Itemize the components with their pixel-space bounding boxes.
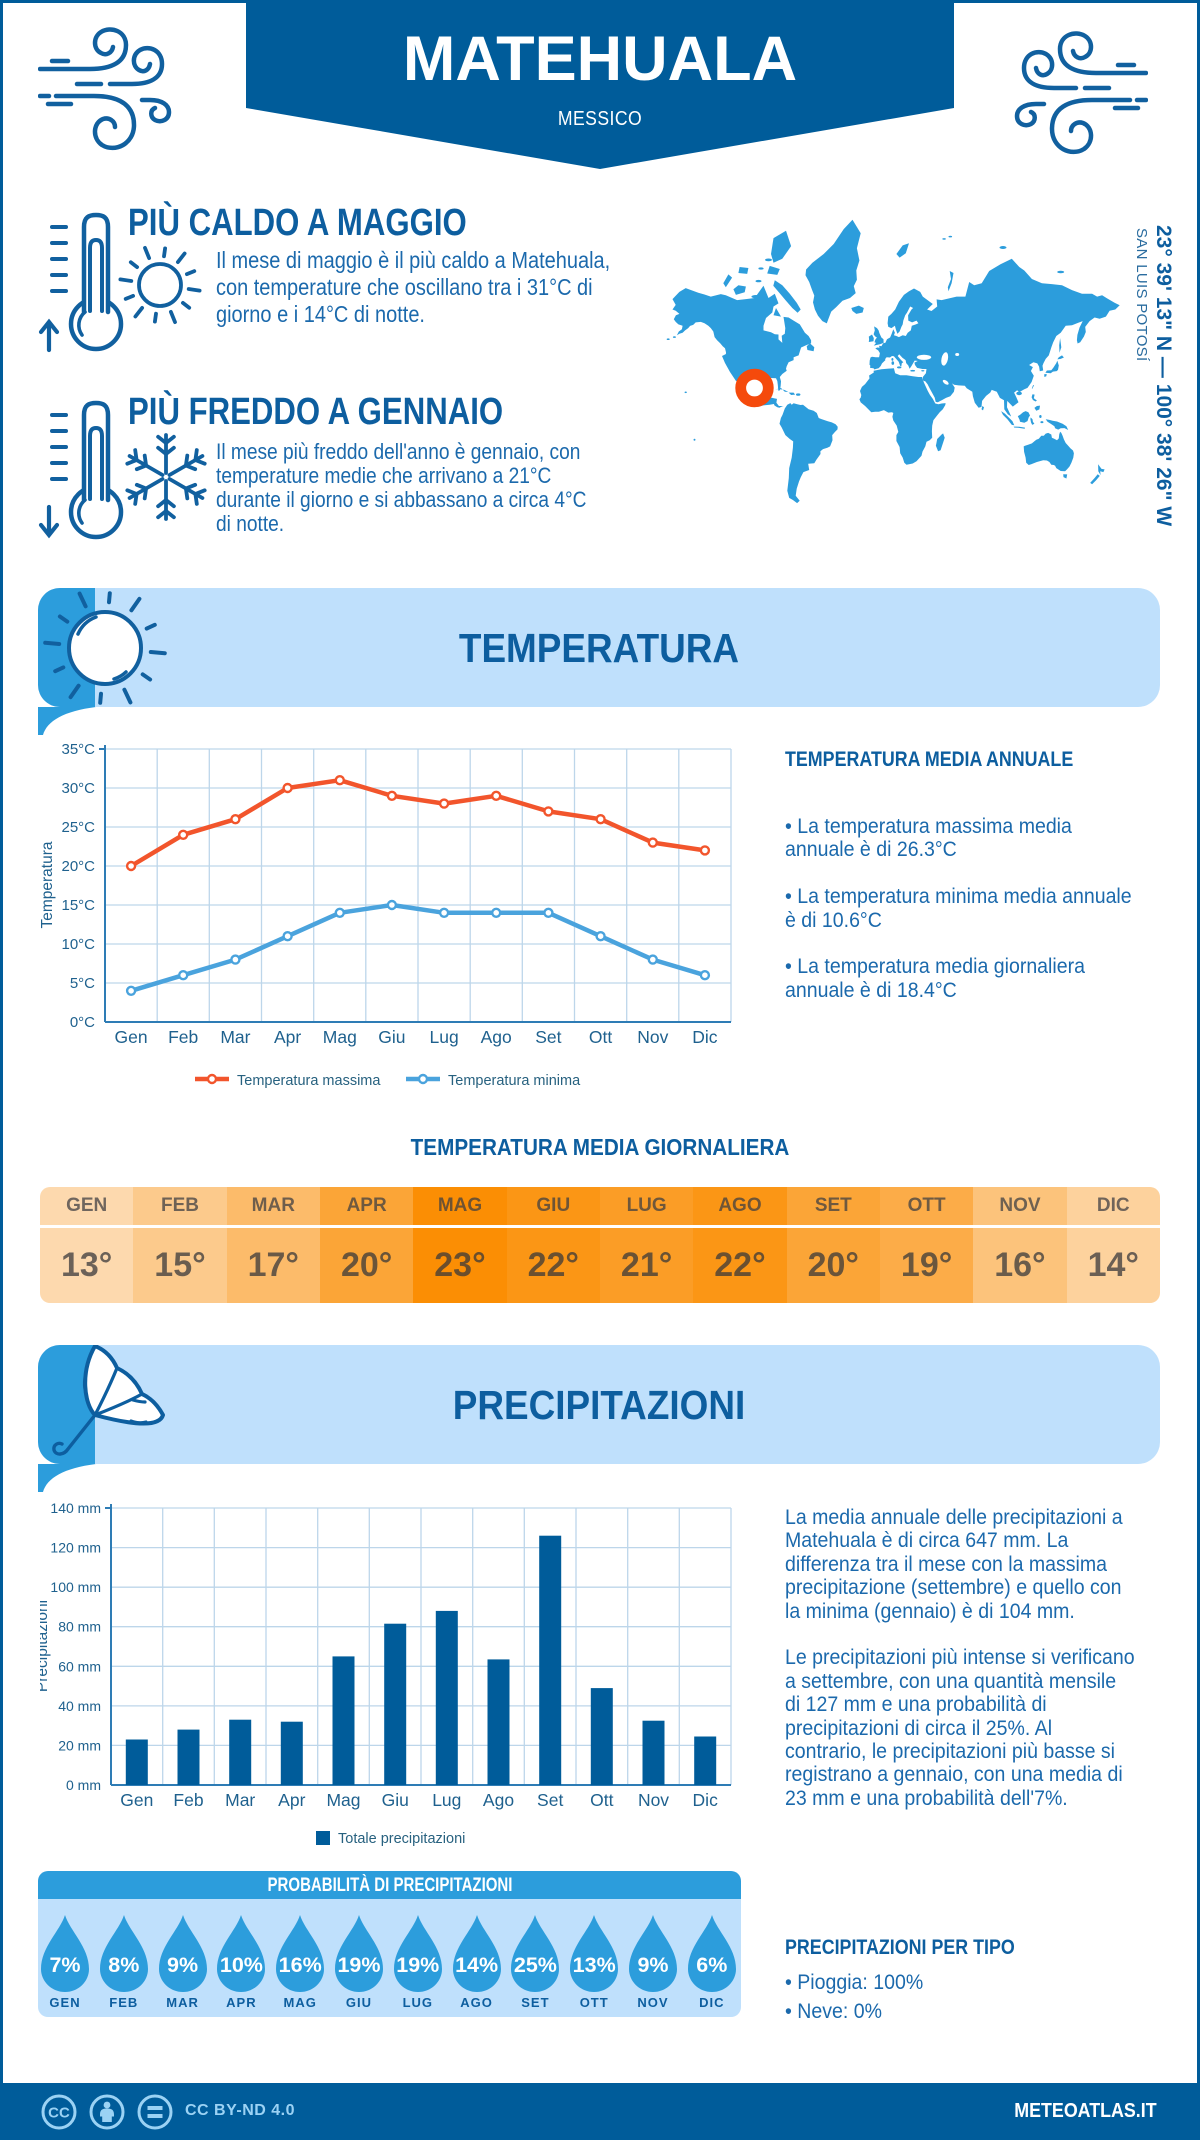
svg-text:35°C: 35°C xyxy=(61,741,95,758)
svg-text:Mag: Mag xyxy=(323,1027,357,1047)
svg-text:Lug: Lug xyxy=(429,1027,458,1047)
svg-text:Apr: Apr xyxy=(274,1027,301,1047)
svg-text:Temperatura: Temperatura xyxy=(40,841,56,928)
svg-text:Ago: Ago xyxy=(481,1027,512,1047)
svg-text:Totale precipitazioni: Totale precipitazioni xyxy=(338,1831,465,1847)
svg-text:20 mm: 20 mm xyxy=(58,1737,101,1753)
svg-text:Nov: Nov xyxy=(638,1790,669,1810)
svg-text:40 mm: 40 mm xyxy=(58,1698,101,1714)
svg-text:120 mm: 120 mm xyxy=(50,1540,101,1556)
svg-text:Set: Set xyxy=(537,1790,563,1810)
svg-text:5°C: 5°C xyxy=(70,975,95,992)
svg-text:Nov: Nov xyxy=(637,1027,668,1047)
svg-text:Ott: Ott xyxy=(589,1027,612,1047)
svg-text:30°C: 30°C xyxy=(61,780,95,797)
svg-text:Feb: Feb xyxy=(173,1790,203,1810)
svg-text:15°C: 15°C xyxy=(61,897,95,914)
svg-text:Giu: Giu xyxy=(378,1027,405,1047)
svg-text:Dic: Dic xyxy=(692,1027,718,1047)
svg-text:Gen: Gen xyxy=(115,1027,148,1047)
svg-text:140 mm: 140 mm xyxy=(50,1500,101,1516)
svg-text:0 mm: 0 mm xyxy=(66,1777,101,1793)
svg-text:Temperatura minima: Temperatura minima xyxy=(448,1073,581,1089)
svg-text:20°C: 20°C xyxy=(61,858,95,875)
svg-text:80 mm: 80 mm xyxy=(58,1619,101,1635)
svg-text:Lug: Lug xyxy=(432,1790,461,1810)
svg-text:Mar: Mar xyxy=(220,1027,250,1047)
svg-text:25°C: 25°C xyxy=(61,819,95,836)
svg-text:100 mm: 100 mm xyxy=(50,1579,101,1595)
svg-text:CC: CC xyxy=(48,2105,70,2122)
svg-text:Mar: Mar xyxy=(225,1790,255,1810)
svg-text:0°C: 0°C xyxy=(70,1014,95,1031)
svg-text:Temperatura massima: Temperatura massima xyxy=(237,1073,381,1089)
svg-text:Feb: Feb xyxy=(168,1027,198,1047)
svg-text:Ott: Ott xyxy=(590,1790,613,1810)
svg-text:60 mm: 60 mm xyxy=(58,1658,101,1674)
svg-text:Dic: Dic xyxy=(693,1790,719,1810)
svg-text:Set: Set xyxy=(535,1027,561,1047)
svg-text:Gen: Gen xyxy=(120,1790,153,1810)
svg-text:Giu: Giu xyxy=(382,1790,409,1810)
svg-text:10°C: 10°C xyxy=(61,936,95,953)
svg-text:Mag: Mag xyxy=(326,1790,360,1810)
svg-text:Precipitazioni: Precipitazioni xyxy=(40,1600,51,1692)
svg-text:Apr: Apr xyxy=(278,1790,305,1810)
svg-text:Ago: Ago xyxy=(483,1790,514,1810)
